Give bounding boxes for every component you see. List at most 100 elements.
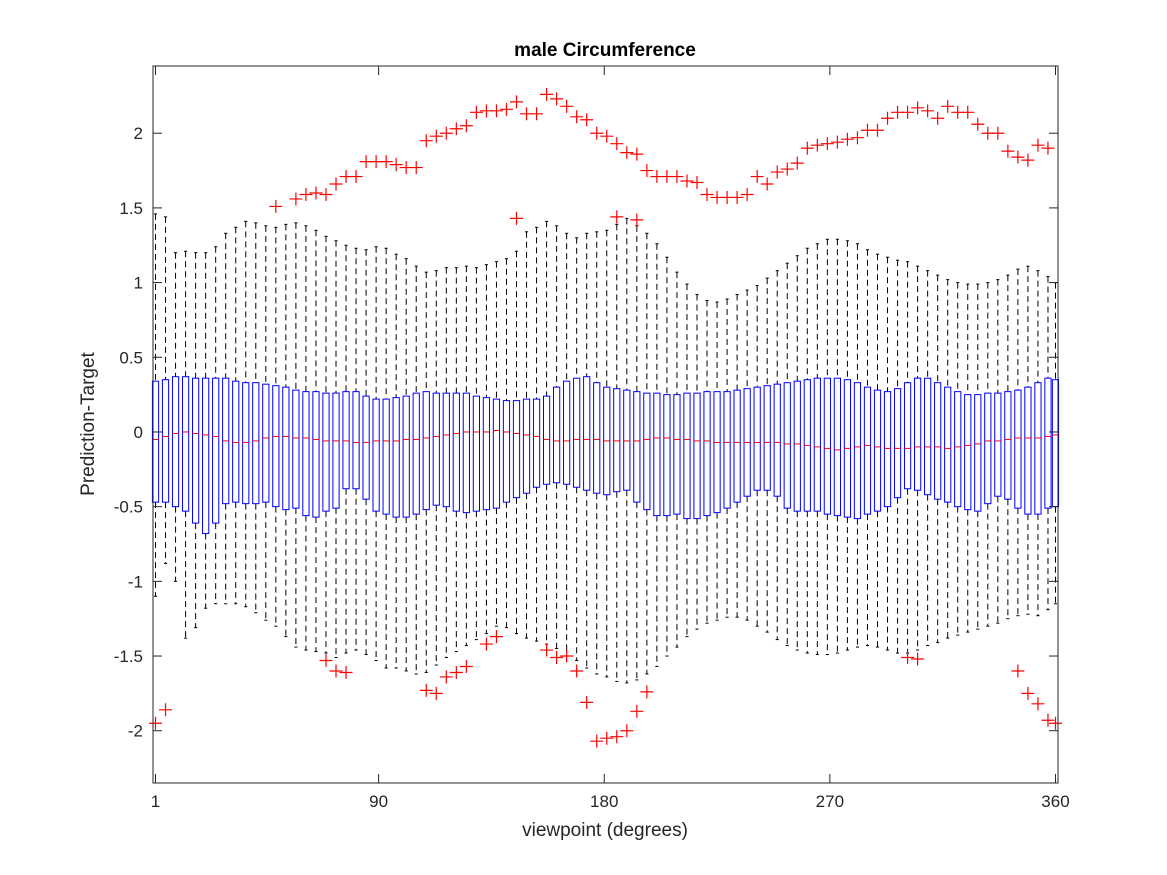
box-group [853,243,862,648]
outlier-point [740,187,754,201]
outlier-point [329,664,343,678]
box [974,394,982,512]
box [332,392,340,509]
box [723,391,731,509]
box [693,392,701,520]
box [783,382,791,509]
box-group [342,244,350,654]
box-group [202,252,210,609]
box [462,392,470,514]
outlier-point [1011,150,1025,164]
box [312,391,320,518]
box-group [733,294,741,618]
box-group [272,226,280,627]
outlier-point [550,651,564,665]
box-group [954,282,962,636]
box [1034,382,1042,515]
y-tick-label: -1.5 [114,647,143,666]
box [392,397,400,518]
box-group [282,223,290,638]
box-group [924,270,932,647]
box [292,389,300,509]
box [813,377,821,512]
x-tick-label: 1 [151,792,160,811]
box-group [392,253,400,669]
outlier-point [570,664,584,678]
outlier-point [510,95,524,109]
y-tick-label: 0.5 [119,348,143,367]
box-group [643,232,651,675]
outlier-point [810,138,824,152]
box-group [492,261,501,627]
box-group [532,226,541,642]
outlier-point [530,107,544,121]
box-group [161,216,170,564]
box-group [512,250,521,635]
box [853,382,862,520]
box [151,380,160,503]
outlier-point [800,141,814,155]
outlier-point [911,652,925,666]
box [673,394,681,515]
outlier-point [149,716,163,730]
outlier-point [429,129,443,143]
outlier-point [670,170,684,184]
box [613,388,621,493]
box [262,383,270,503]
box [161,379,170,503]
box [643,392,651,511]
outlier-point [429,686,443,700]
box-group [352,247,360,651]
outlier-point [630,147,644,161]
outlier-point [620,146,634,160]
chart-title: male Circumference [514,40,696,61]
outlier-point [911,101,925,115]
box-group [462,265,470,647]
box-group [382,247,390,669]
box [412,392,420,515]
box [944,386,952,503]
outlier-point [439,126,453,140]
outlier-point [610,210,624,224]
outlier-point [760,177,774,191]
outlier-point [921,104,935,118]
box-group [262,225,270,621]
box [984,392,992,505]
box [663,394,671,517]
x-tick-label: 180 [590,792,618,811]
box-group [703,300,711,624]
box-group [653,243,661,667]
box [573,377,581,488]
outlier-point [409,161,423,175]
box [252,382,260,505]
box-group [964,283,972,633]
outlier-point [590,734,604,748]
box-group [613,223,621,682]
box [322,392,330,512]
outlier-point [881,111,895,125]
box-group [633,225,641,681]
outlier-point [540,643,554,657]
outlier-point [449,665,463,679]
box-group [212,246,220,605]
box-group [763,277,771,633]
outlier-point [630,704,644,718]
box-group [502,258,511,629]
outlier-point [850,131,864,145]
box [302,391,310,517]
box [863,386,872,515]
box [352,391,360,490]
box [563,380,571,485]
box-group [593,231,601,675]
box [212,377,220,524]
y-tick-label: -1 [128,572,143,591]
box [703,391,711,517]
box-group [292,222,300,648]
box [342,391,350,490]
outlier-point [419,134,433,148]
box [1024,386,1032,515]
box-group [984,282,992,627]
box-group [713,301,721,621]
box-group [823,238,831,656]
outlier-point [991,126,1005,140]
